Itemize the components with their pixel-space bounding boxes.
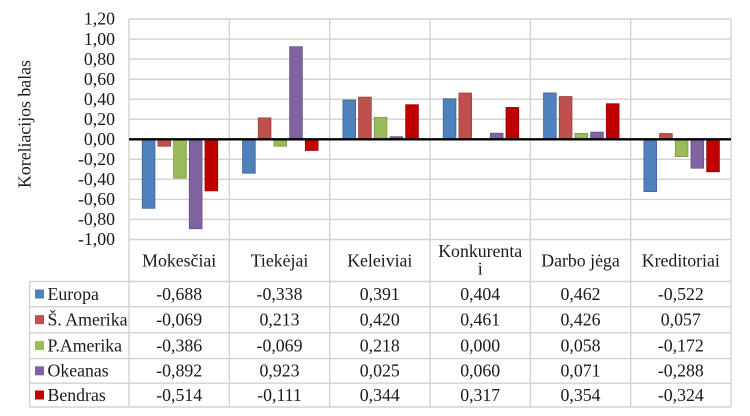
svg-text:-0,688: -0,688 <box>156 284 202 304</box>
svg-text:Bendras: Bendras <box>48 385 106 405</box>
svg-text:0,461: 0,461 <box>460 309 500 329</box>
svg-text:Konkurenta: Konkurenta <box>438 241 522 261</box>
svg-text:0,923: 0,923 <box>259 361 299 381</box>
svg-text:-0,386: -0,386 <box>156 335 202 355</box>
svg-text:0,80: 0,80 <box>84 49 115 69</box>
svg-text:1,00: 1,00 <box>84 29 115 49</box>
svg-text:-0,514: -0,514 <box>156 385 202 405</box>
svg-text:-0,324: -0,324 <box>658 385 704 405</box>
svg-text:0,213: 0,213 <box>259 309 299 329</box>
svg-text:0,462: 0,462 <box>560 284 600 304</box>
svg-text:Keleiviai: Keleiviai <box>347 251 412 271</box>
svg-text:-0,338: -0,338 <box>257 284 303 304</box>
svg-text:0,218: 0,218 <box>360 335 400 355</box>
svg-text:0,40: 0,40 <box>84 89 115 109</box>
svg-text:0,404: 0,404 <box>460 284 500 304</box>
svg-text:0,071: 0,071 <box>560 361 600 381</box>
svg-text:Europa: Europa <box>48 284 99 304</box>
svg-text:0,60: 0,60 <box>84 69 115 89</box>
svg-text:0,025: 0,025 <box>360 361 400 381</box>
svg-text:-0,069: -0,069 <box>156 309 202 329</box>
svg-text:0,354: 0,354 <box>560 385 600 405</box>
svg-text:0,420: 0,420 <box>360 309 400 329</box>
svg-text:Kreditoriai: Kreditoriai <box>642 251 720 271</box>
svg-text:-0,172: -0,172 <box>658 335 704 355</box>
svg-text:0,000: 0,000 <box>460 335 500 355</box>
svg-text:0,058: 0,058 <box>560 335 600 355</box>
svg-text:0,391: 0,391 <box>360 284 400 304</box>
svg-text:-0,892: -0,892 <box>156 361 202 381</box>
svg-text:Š. Amerika: Š. Amerika <box>48 308 128 329</box>
svg-text:Tiekėjai: Tiekėjai <box>251 251 309 271</box>
svg-text:-0,069: -0,069 <box>257 335 303 355</box>
svg-text:1,20: 1,20 <box>84 9 115 29</box>
svg-text:-0,20: -0,20 <box>78 149 115 169</box>
svg-text:Mokesčiai: Mokesčiai <box>142 251 216 271</box>
svg-text:-0,288: -0,288 <box>658 361 704 381</box>
svg-text:Darbo jėga: Darbo jėga <box>541 251 620 271</box>
svg-text:-0,522: -0,522 <box>658 284 704 304</box>
svg-text:0,344: 0,344 <box>360 385 400 405</box>
svg-text:0,057: 0,057 <box>661 309 701 329</box>
svg-text:0,20: 0,20 <box>84 109 115 129</box>
svg-text:0,317: 0,317 <box>460 385 500 405</box>
svg-text:Koreliacijos balas: Koreliacijos balas <box>15 60 35 188</box>
svg-text:Okeanas: Okeanas <box>48 361 109 381</box>
svg-text:-0,40: -0,40 <box>78 169 115 189</box>
svg-text:-0,60: -0,60 <box>78 189 115 209</box>
svg-text:-0,111: -0,111 <box>257 385 302 405</box>
svg-text:i: i <box>478 259 483 279</box>
svg-text:P.Amerika: P.Amerika <box>48 335 123 355</box>
svg-text:-0,80: -0,80 <box>78 209 115 229</box>
svg-text:0,426: 0,426 <box>560 309 600 329</box>
svg-text:0,060: 0,060 <box>460 361 500 381</box>
svg-text:-1,00: -1,00 <box>78 229 115 249</box>
svg-text:0,00: 0,00 <box>84 129 115 149</box>
